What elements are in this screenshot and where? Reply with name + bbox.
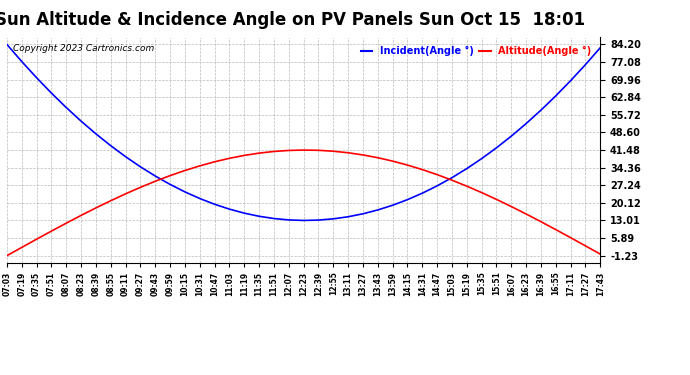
Text: Copyright 2023 Cartronics.com: Copyright 2023 Cartronics.com [13,44,154,53]
Text: Sun Altitude & Incidence Angle on PV Panels Sun Oct 15  18:01: Sun Altitude & Incidence Angle on PV Pan… [0,11,585,29]
Legend: Incident(Angle °), Altitude(Angle °): Incident(Angle °), Altitude(Angle °) [357,42,595,60]
